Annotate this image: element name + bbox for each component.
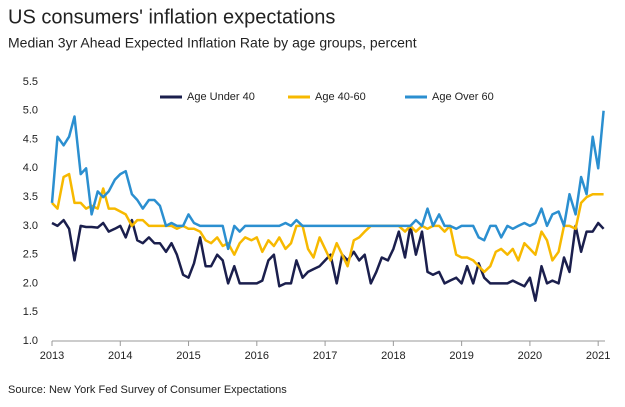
y-tick-label: 3.5: [23, 191, 38, 203]
x-tick-label: 2015: [176, 350, 200, 362]
series-line: [51, 218, 605, 302]
y-tick-label: 1.5: [23, 306, 38, 318]
chart-title: US consumers' inflation expectations: [8, 6, 335, 28]
legend-label: Age 40-60: [315, 91, 366, 103]
x-tick-label: 2013: [40, 350, 64, 362]
y-tick-label: 1.0: [23, 335, 38, 347]
series-line: [50, 110, 605, 251]
x-tick-label: 2021: [586, 350, 610, 362]
y-tick-label: 2.5: [23, 249, 38, 261]
y-tick-label: 5.0: [23, 105, 38, 117]
y-tick-label: 4.5: [23, 133, 38, 145]
y-tick-label: 3.0: [23, 220, 38, 232]
chart-subtitle: Median 3yr Ahead Expected Inflation Rate…: [8, 35, 417, 51]
x-tick-label: 2017: [313, 350, 337, 362]
y-tick-label: 4.0: [23, 162, 38, 174]
x-tick-label: 2014: [108, 350, 132, 362]
x-tick-label: 2020: [518, 350, 542, 362]
legend-label: Age Over 60: [432, 91, 494, 103]
legend-label: Age Under 40: [187, 91, 255, 103]
y-tick-label: 5.5: [23, 76, 38, 88]
source-note: Source: New York Fed Survey of Consumer …: [8, 384, 287, 396]
x-tick-label: 2018: [381, 350, 405, 362]
x-tick-label: 2019: [449, 350, 473, 362]
series-line: [51, 172, 604, 274]
x-tick-label: 2016: [245, 350, 269, 362]
y-tick-label: 2.0: [23, 277, 38, 289]
